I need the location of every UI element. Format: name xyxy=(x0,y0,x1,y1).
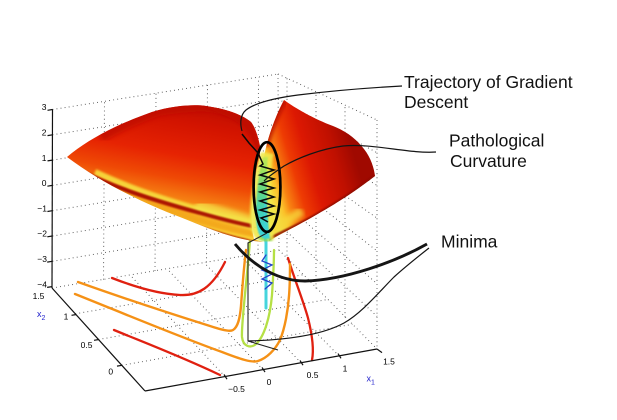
svg-text:−1: −1 xyxy=(37,203,47,213)
svg-text:Descent: Descent xyxy=(404,92,468,112)
svg-text:−2: −2 xyxy=(37,229,47,239)
svg-text:x2: x2 xyxy=(37,309,46,322)
svg-text:1.5: 1.5 xyxy=(33,291,45,301)
svg-text:0: 0 xyxy=(42,178,47,188)
svg-text:0.5: 0.5 xyxy=(81,340,93,350)
svg-text:1: 1 xyxy=(42,153,47,163)
svg-text:−0.5: −0.5 xyxy=(228,384,245,394)
svg-text:x1: x1 xyxy=(367,374,376,387)
svg-text:1.5: 1.5 xyxy=(383,356,395,366)
svg-text:−3: −3 xyxy=(37,254,47,264)
svg-text:0: 0 xyxy=(267,377,272,387)
svg-text:Minima: Minima xyxy=(441,232,498,252)
svg-text:2: 2 xyxy=(42,128,47,138)
svg-text:Curvature: Curvature xyxy=(450,151,527,171)
svg-text:0: 0 xyxy=(108,366,113,376)
svg-text:−4: −4 xyxy=(37,279,47,289)
svg-text:1: 1 xyxy=(343,364,348,374)
svg-text:Pathological: Pathological xyxy=(449,131,544,151)
svg-text:1: 1 xyxy=(64,312,69,322)
svg-text:Trajectory of Gradient: Trajectory of Gradient xyxy=(404,72,573,92)
svg-text:3: 3 xyxy=(42,102,47,112)
svg-text:0.5: 0.5 xyxy=(307,370,319,380)
